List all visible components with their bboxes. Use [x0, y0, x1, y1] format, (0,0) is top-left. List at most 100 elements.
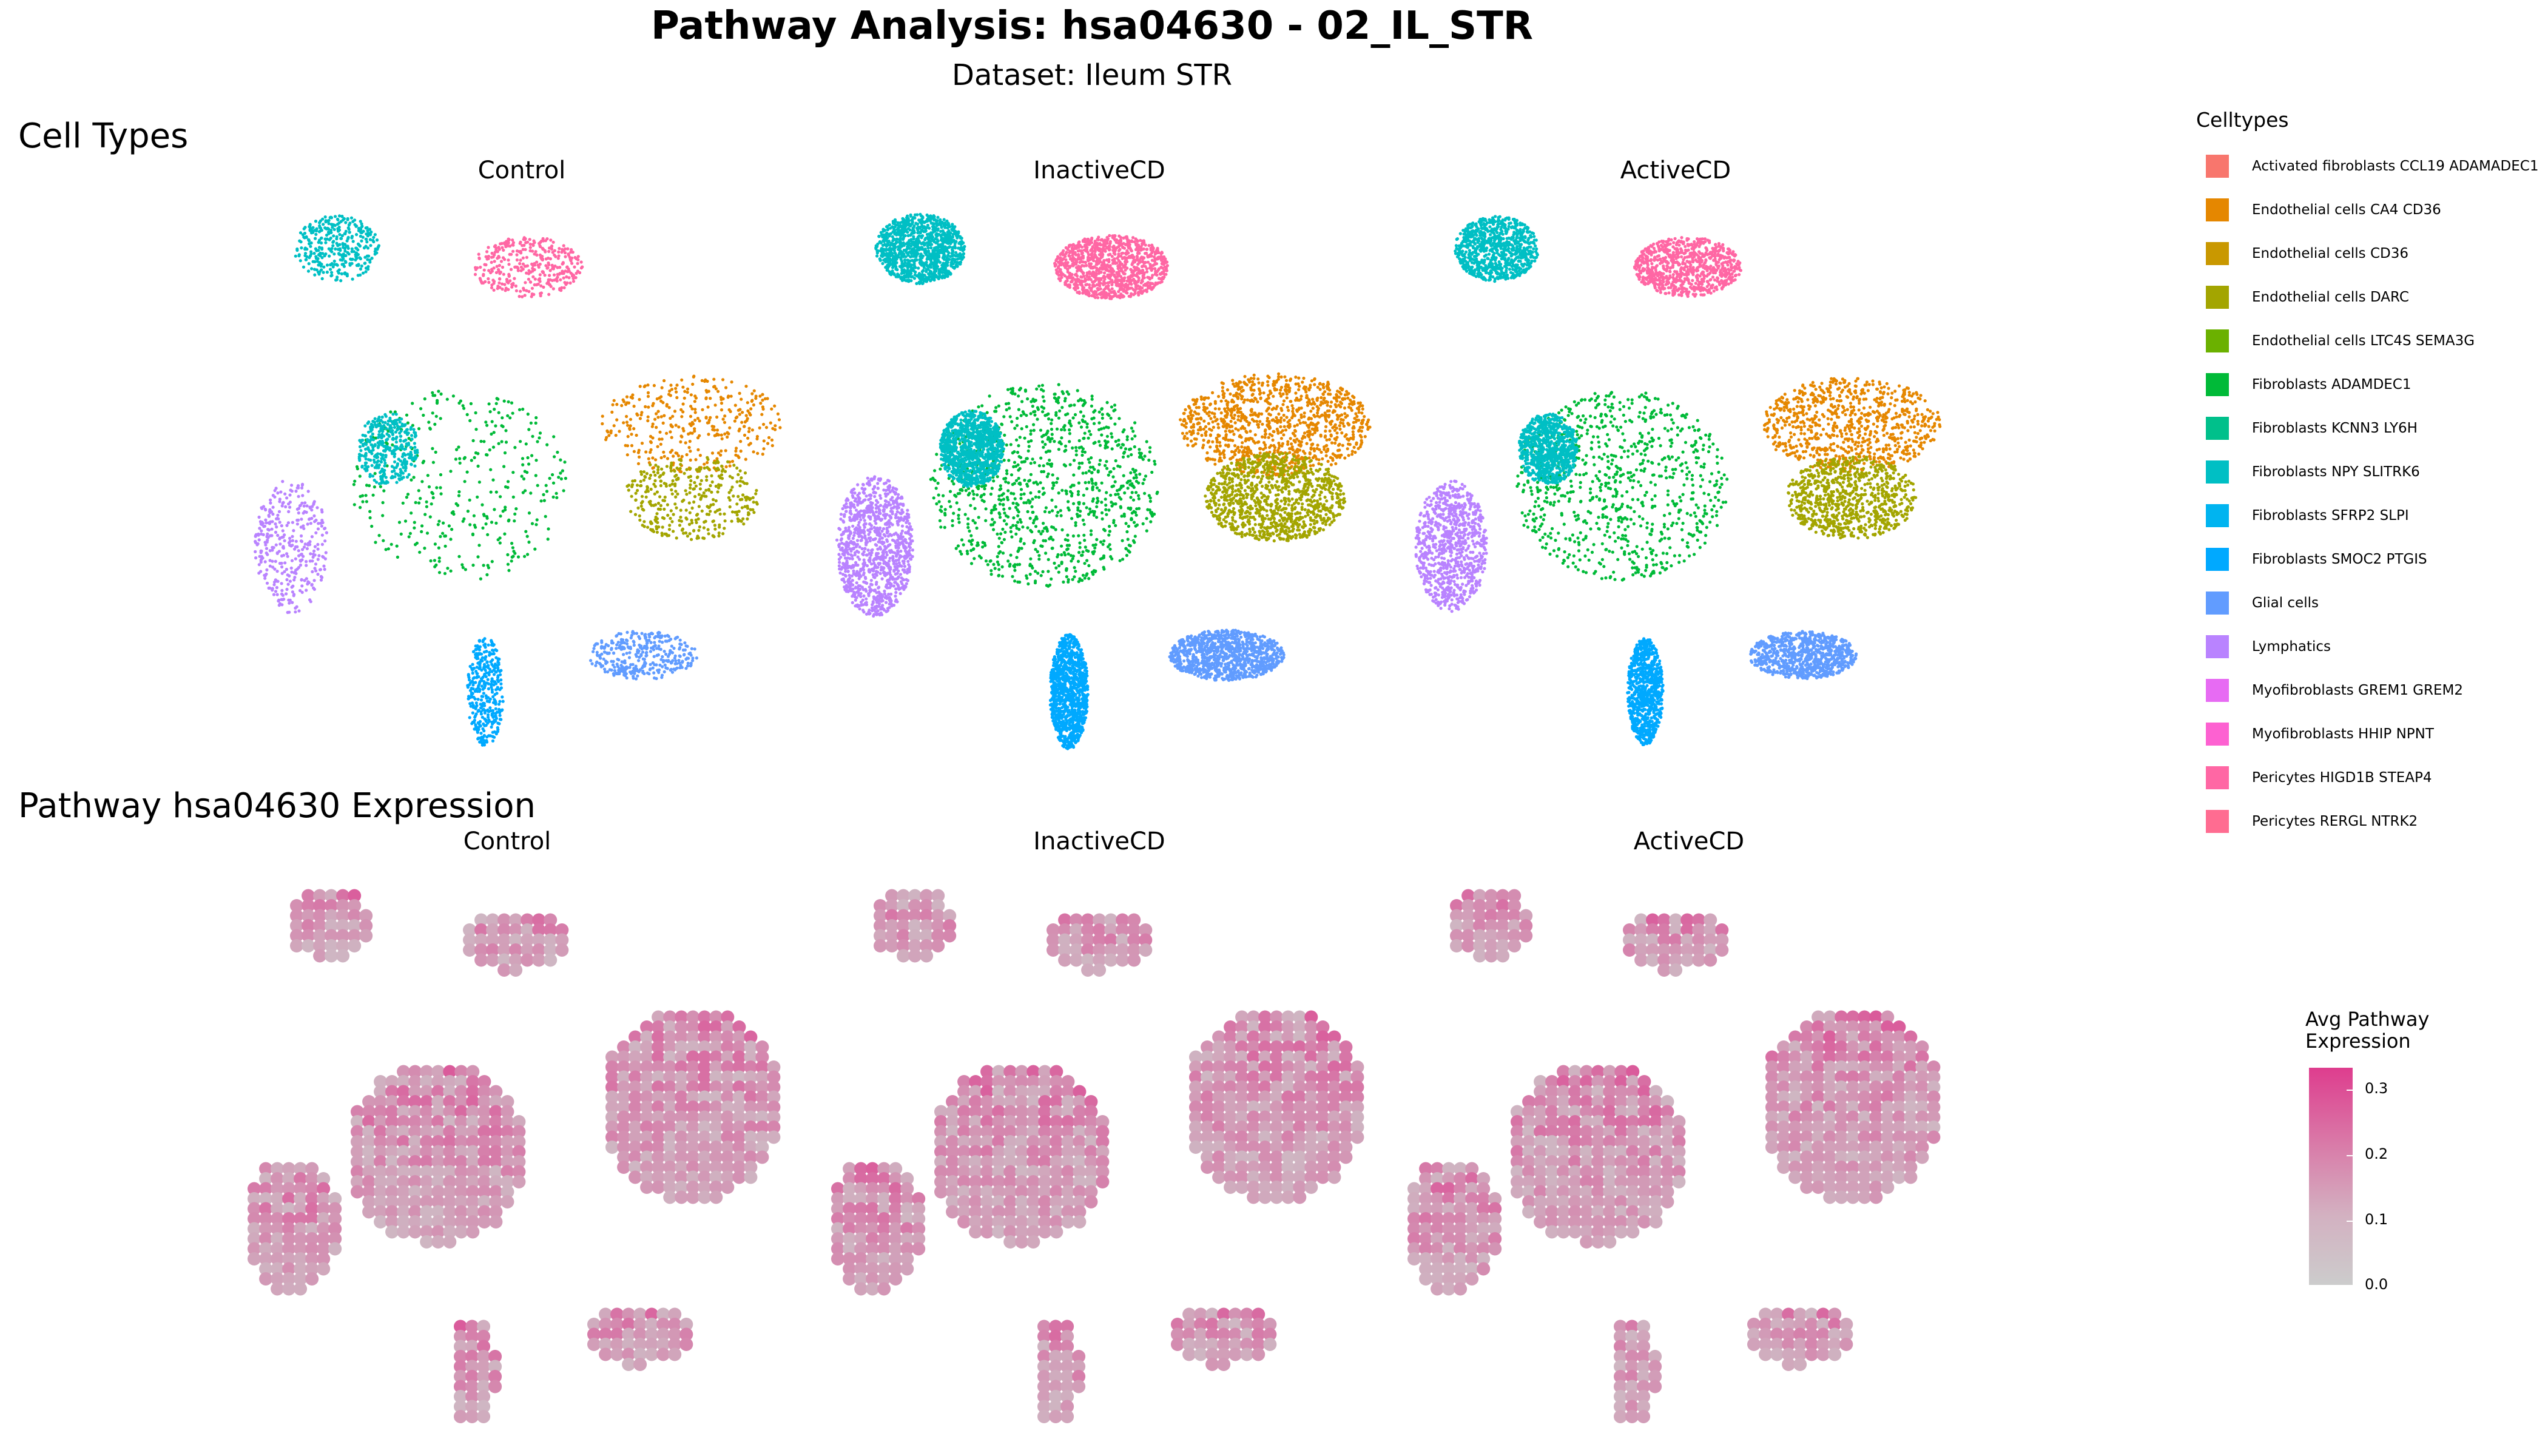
scatter-point — [331, 244, 335, 248]
scatter-point — [254, 556, 258, 560]
scatter-point — [569, 256, 573, 260]
scatter-point — [594, 664, 598, 667]
scatter-point — [630, 396, 635, 400]
scatter-point — [740, 519, 743, 523]
scatter-point — [741, 517, 745, 521]
scatter-point — [390, 452, 394, 456]
scatter-point — [665, 465, 669, 468]
scatter-point — [302, 511, 305, 515]
scatter-point — [661, 516, 664, 520]
scatter-point — [910, 232, 914, 235]
scatter-point — [919, 248, 923, 251]
scatter-point — [649, 440, 653, 445]
scatter-point — [558, 272, 561, 276]
scatter-point — [712, 497, 715, 502]
scatter-point — [769, 421, 772, 425]
scatter-point — [360, 264, 363, 268]
scatter-point — [305, 588, 308, 592]
scatter-point — [730, 459, 735, 463]
scatter-point — [497, 264, 502, 268]
scatter-point — [709, 397, 712, 400]
scatter-point — [280, 524, 283, 528]
scatter-point — [405, 496, 409, 499]
scatter-point — [385, 426, 388, 431]
scatter-point — [482, 564, 485, 567]
scatter-point — [308, 598, 312, 602]
facet-label-control-top: Control — [400, 157, 643, 184]
scatter-point — [745, 495, 749, 499]
scatter-point — [300, 584, 304, 588]
scatter-point — [481, 735, 485, 739]
scatter-point — [305, 560, 308, 564]
scatter-point — [485, 453, 488, 457]
scatter-point — [552, 435, 556, 439]
scatter-point — [735, 502, 739, 506]
scatter-point — [404, 467, 408, 470]
scatter-point — [658, 430, 662, 434]
scatter-point — [665, 403, 669, 406]
scatter-point — [291, 534, 294, 538]
scatter-point — [461, 404, 465, 408]
scatter-point — [678, 666, 682, 670]
scatter-point — [737, 429, 741, 433]
scatter-point — [437, 389, 440, 393]
scatter-point — [473, 524, 476, 527]
scatter-point — [273, 567, 277, 571]
scatter-point — [352, 503, 356, 507]
scatter-point — [695, 656, 698, 660]
scatter-point — [366, 268, 370, 271]
scatter-point — [761, 393, 764, 396]
scatter-point — [627, 488, 630, 492]
scatter-point — [506, 562, 510, 566]
scatter-point — [450, 528, 454, 531]
scatter-point — [370, 524, 374, 528]
scatter-point — [632, 450, 636, 453]
scatter-point — [629, 636, 633, 639]
scatter-point — [916, 231, 920, 235]
scatter-point — [394, 413, 398, 416]
scatter-point — [500, 282, 504, 286]
scatter-point — [508, 252, 511, 256]
scatter-point — [1130, 263, 1134, 266]
scatter-point — [316, 542, 320, 547]
scatter-point — [592, 647, 596, 650]
scatter-point — [371, 432, 375, 436]
scatter-point — [476, 698, 480, 701]
scatter-point — [632, 632, 636, 635]
scatter-point — [325, 271, 329, 274]
scatter-point — [707, 513, 711, 516]
scatter-point — [630, 443, 634, 448]
scatter-point — [260, 529, 263, 533]
scatter-point — [638, 397, 641, 402]
scatter-point — [726, 396, 730, 399]
scatter-point — [704, 396, 708, 400]
scatter-point — [914, 243, 918, 246]
scatter-point — [720, 473, 724, 477]
scatter-point — [376, 436, 380, 439]
scatter-point — [710, 474, 713, 477]
scatter-point — [377, 444, 380, 448]
scatter-point — [274, 530, 278, 534]
scatter-point — [733, 403, 737, 407]
scatter-point — [732, 494, 735, 498]
scatter-point — [923, 241, 927, 246]
scatter-point — [320, 263, 323, 266]
scatter-point — [396, 555, 400, 559]
scatter-point — [718, 523, 721, 527]
scatter-point — [655, 653, 659, 657]
scatter-point — [342, 263, 345, 266]
scatter-point — [669, 467, 673, 470]
scatter-point — [302, 527, 306, 530]
scatter-point — [690, 407, 694, 411]
scatter-point — [272, 593, 276, 596]
scatter-point — [675, 536, 678, 540]
scatter-point — [952, 246, 956, 249]
scatter-point — [314, 232, 318, 236]
scatter-point — [755, 488, 758, 493]
scatter-point — [738, 484, 742, 488]
scatter-point — [318, 568, 322, 571]
scatter-point — [718, 512, 722, 516]
scatter-point — [698, 482, 702, 486]
scatter-point — [1093, 254, 1097, 257]
scatter-point — [527, 428, 531, 431]
